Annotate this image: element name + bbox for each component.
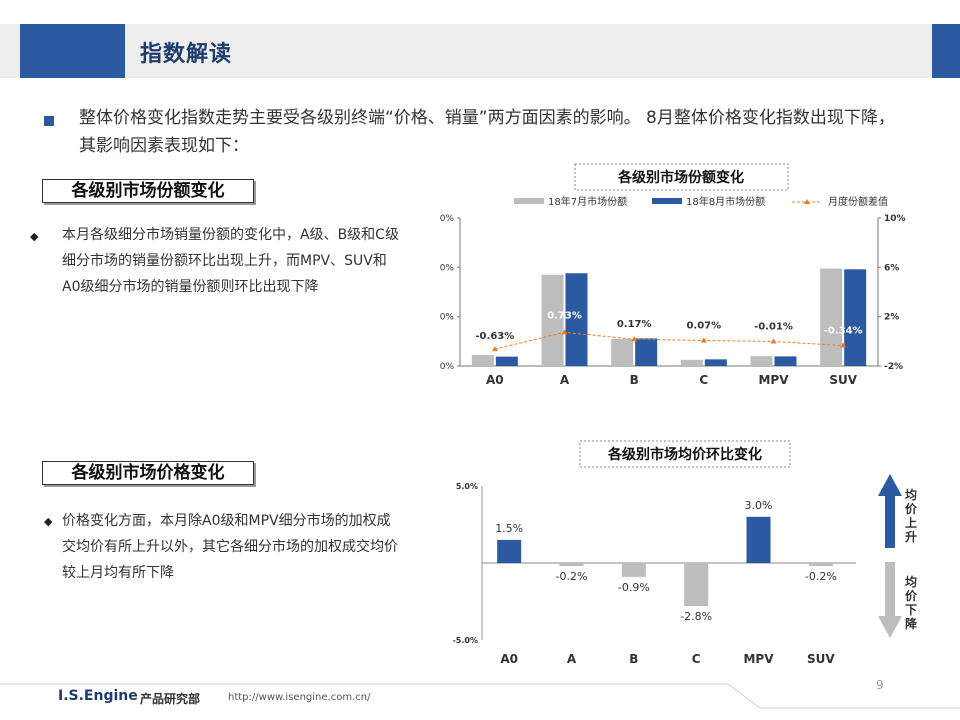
- legend-swatch-jul: [514, 198, 544, 204]
- down-arrow-label: 均价下降: [905, 575, 918, 631]
- direction-arrows: [878, 474, 902, 638]
- price-bar: [684, 563, 709, 607]
- x-tick-label: MPV: [758, 373, 789, 387]
- price-bar: [746, 516, 771, 563]
- y2-tick-label: 6%: [884, 263, 899, 273]
- bar-jul: [541, 274, 564, 366]
- diff-line: [494, 331, 844, 350]
- diff-marker: [700, 337, 707, 343]
- footer-brand: I.S.Engine: [58, 688, 138, 704]
- legend-label-aug: 18年8月市场份额: [686, 195, 765, 208]
- legend-label-diff: 月度份额差值: [828, 195, 888, 208]
- bar-aug: [565, 273, 588, 366]
- bar-aug: [635, 338, 658, 366]
- diamond-bullet-icon: ◆: [44, 515, 53, 528]
- bar-aug: [704, 359, 727, 366]
- diff-data-label: 0.17%: [617, 319, 652, 330]
- price-data-label: 1.5%: [495, 522, 523, 535]
- intro-text: 整体价格变化指数走势主要受各级别终端“价格、销量”两方面因素的影响。 8月整体价…: [79, 108, 895, 156]
- bar-jul: [680, 359, 703, 366]
- section-title-price: 各级别市场价格变化: [42, 461, 254, 485]
- x-tick-label: B: [630, 373, 639, 387]
- bar-jul: [750, 356, 773, 366]
- square-bullet-icon: [44, 116, 54, 126]
- diff-data-label: 0.07%: [686, 320, 721, 331]
- footer-dept: 产品研究部: [140, 692, 201, 706]
- up-arrow-icon: [878, 474, 902, 548]
- price-bar: [497, 539, 522, 563]
- page-title: 指数解读: [140, 42, 233, 67]
- chart2-title-box: [579, 440, 791, 468]
- section-title-share: 各级别市场份额变化: [42, 179, 254, 203]
- y-tick-label: 20%: [440, 313, 454, 323]
- diff-data-label: -0.34%: [824, 326, 863, 337]
- x-tick-label: C: [692, 652, 701, 666]
- diff-data-label: -0.63%: [475, 331, 514, 342]
- chart2-title: 各级别市场均价环比变化: [607, 446, 762, 463]
- chart1-title: 各级别市场份额变化: [617, 169, 744, 186]
- section-text-price: 价格变化方面，本月除A0级和MPV细分市场的加权成交均价有所上升以外，其它各细分…: [62, 513, 398, 581]
- y-tick-label: 0%: [440, 362, 454, 372]
- price-data-label: -2.8%: [680, 610, 712, 623]
- price-data-label: 3.0%: [745, 499, 773, 512]
- diff-data-label: -0.01%: [754, 321, 793, 332]
- down-arrow-icon: [878, 562, 902, 638]
- legend-swatch-aug: [652, 198, 682, 204]
- diff-marker: [491, 346, 498, 352]
- x-tick-label: A: [560, 373, 570, 387]
- bar-jul: [820, 268, 843, 366]
- x-tick-label: B: [629, 652, 638, 666]
- y2-tick-label: 10%: [884, 214, 906, 224]
- price-bar: [559, 563, 584, 567]
- y-tick-label: 60%: [440, 214, 454, 224]
- price-bar: [621, 563, 646, 577]
- x-tick-label: A0: [486, 373, 504, 387]
- bar-aug: [774, 356, 797, 366]
- bar-aug: [844, 269, 867, 366]
- x-tick-label: SUV: [829, 373, 857, 387]
- price-bar: [808, 563, 833, 567]
- diamond-bullet-icon: ◆: [30, 230, 39, 243]
- y2-tick-label: -2%: [884, 362, 903, 372]
- x-tick-label: MPV: [743, 652, 774, 666]
- up-arrow-label: 均价上升: [905, 488, 918, 544]
- bar-jul: [611, 338, 634, 366]
- header-band: [0, 24, 960, 78]
- diff-data-label: 0.73%: [547, 310, 582, 321]
- x-tick-label: A: [567, 652, 577, 666]
- x-tick-label: A0: [500, 652, 518, 666]
- price-data-label: -0.2%: [805, 570, 837, 583]
- chart1-legend: 18年7月市场份额 18年8月市场份额 月度份额差值: [514, 195, 888, 208]
- legend-marker-diff: [804, 199, 810, 204]
- y2-tick-label: 2%: [884, 313, 899, 323]
- bar-jul: [471, 354, 494, 366]
- header-accent-left: [20, 24, 125, 78]
- diff-marker: [631, 336, 638, 342]
- diff-marker: [561, 329, 568, 335]
- chart1-title-box: [574, 163, 789, 191]
- y-tick-label: 40%: [440, 263, 454, 273]
- diff-marker: [770, 338, 777, 344]
- y-tick-label: 5.0%: [456, 482, 478, 491]
- x-tick-label: SUV: [807, 652, 835, 666]
- price-data-label: -0.9%: [618, 581, 650, 594]
- y-tick-label: -5.0%: [452, 636, 478, 645]
- section-text-share: 本月各级细分市场销量份额的变化中，A级、B级和C级细分市场的销量份额环比出现上升…: [62, 227, 399, 295]
- diff-marker: [840, 342, 847, 348]
- price-change-chart: 各级别市场均价环比变化 5.0% -5.0% 1.5% A0 -0.2% A -0.9% B -…: [452, 440, 856, 666]
- x-tick-label: C: [699, 373, 708, 387]
- legend-label-jul: 18年7月市场份额: [548, 195, 627, 208]
- page-number: 9: [876, 678, 884, 692]
- bar-aug: [495, 356, 518, 366]
- header-accent-right: [932, 24, 960, 78]
- price-data-label: -0.2%: [556, 570, 588, 583]
- market-share-chart: 各级别市场份额变化 18年7月市场份额 18年8月市场份额 月度份额差值 0% 2…: [440, 163, 906, 387]
- footer-url-link[interactable]: http://www.isengine.com.cn/: [228, 692, 371, 703]
